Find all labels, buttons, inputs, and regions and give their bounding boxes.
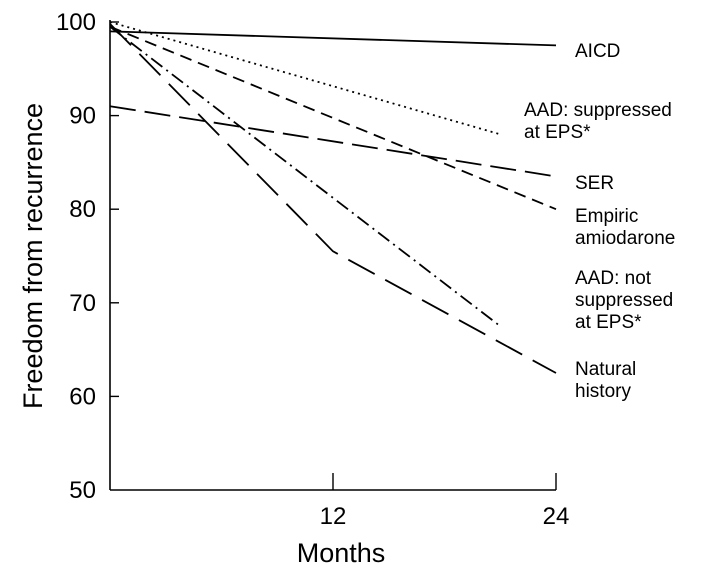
y-tick-label-100: 100 — [56, 9, 96, 36]
series-label-5: AAD: not suppressed at EPS* — [575, 268, 673, 333]
series-line-4 — [109, 25, 557, 211]
y-tick-label-70: 70 — [69, 290, 96, 317]
x-axis-title: Months — [297, 538, 386, 568]
y-tick-label-90: 90 — [69, 103, 96, 130]
series-line-1 — [109, 30, 557, 47]
y-ticks: 50 60 70 80 90 100 — [56, 9, 119, 504]
series-label-4: Empiric amiodarone — [575, 206, 675, 249]
series-lines — [109, 21, 557, 374]
y-tick-label-80: 80 — [69, 196, 96, 223]
series-labels: AICD AAD: suppressed at EPS* SER Empiric amio… — [524, 41, 675, 402]
x-tick-label-24: 24 — [543, 503, 570, 530]
series-label-1: AICD — [575, 41, 620, 62]
axes — [109, 20, 556, 491]
series-line-6 — [109, 23, 557, 374]
series-label-3: SER — [575, 173, 614, 194]
series-line-2 — [109, 21, 501, 136]
y-tick-label-50: 50 — [69, 477, 96, 504]
x-ticks: 12 24 — [320, 473, 570, 530]
x-tick-label-12: 12 — [320, 503, 347, 530]
series-line-3 — [109, 105, 557, 178]
series-line-5 — [109, 25, 501, 327]
series-label-2: AAD: suppressed at EPS* — [524, 100, 672, 143]
y-axis-title: Freedom from recurrence — [18, 103, 48, 409]
y-tick-label-60: 60 — [69, 383, 96, 410]
series-label-6: Natural history — [575, 359, 636, 402]
